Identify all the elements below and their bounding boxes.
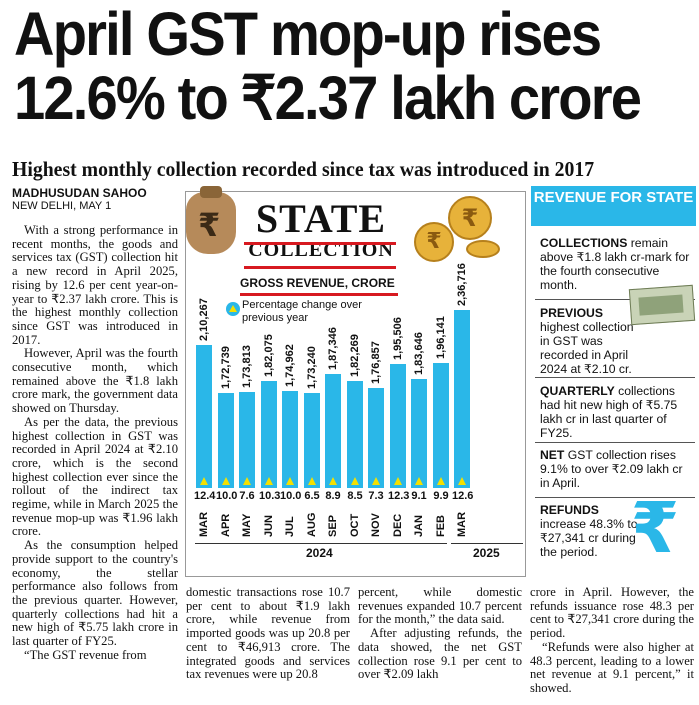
year-rule (451, 543, 523, 544)
article-bottom-columns: domestic transactions rose 10.7 per cent… (186, 585, 696, 704)
money-bag-icon: ₹ (186, 186, 236, 254)
sidebar-title: REVENUE FOR STATE (531, 186, 696, 226)
article-paragraph: “Refunds were also higher at 48.3 percen… (530, 639, 694, 695)
chart-subtitle: COLLECTION (248, 239, 394, 261)
pct-change-marker (458, 477, 466, 485)
coin-icon (466, 240, 500, 258)
chart-bar (454, 310, 470, 488)
article-column: domestic transactions rose 10.7 per cent… (186, 585, 350, 682)
pct-change-marker (286, 477, 294, 485)
coin-icon: ₹ (414, 222, 454, 262)
pct-change-marker (308, 477, 316, 485)
chart-bar (218, 393, 234, 488)
pct-change-label: 7.6 (239, 490, 255, 502)
article-paragraph: “The GST revenue from (24, 647, 147, 662)
chart-title: STATE (255, 196, 387, 241)
pct-change-marker (329, 477, 337, 485)
dateline: NEW DELHI, MAY 1 (12, 200, 112, 212)
article-paragraph: After adjusting refunds, the data showed… (358, 626, 522, 682)
sidebar-divider (535, 497, 695, 498)
chart-bar (368, 388, 384, 488)
chart-subtitle-rule (244, 266, 396, 269)
article-paragraph: As per the data, the previous highest co… (12, 414, 178, 539)
year-label: 2025 (473, 546, 500, 560)
article-column: crore in April. However, the refunds iss… (530, 585, 694, 696)
chart-bar (347, 381, 363, 488)
pct-change-label: 12.4 (194, 490, 216, 502)
chart-bar (196, 345, 212, 488)
sidebar-item: QUARTERLY collections had hit new high o… (540, 384, 678, 440)
pct-change-label: 6.5 (304, 490, 320, 502)
headline-line-1: April GST mop-up rises (14, 0, 602, 68)
rupee-icon: ₹ (630, 487, 680, 569)
pct-change-label: 10.0 (216, 490, 238, 502)
chart-bar (433, 363, 449, 488)
pct-change-marker (437, 477, 445, 485)
sidebar: REVENUE FOR STATE COLLECTIONS remain abo… (531, 186, 696, 561)
sidebar-divider (535, 442, 695, 443)
chart-bar (390, 364, 406, 488)
legend-marker-icon (226, 302, 240, 316)
pct-change-marker (200, 477, 208, 485)
pct-change-label: 9.9 (433, 490, 449, 502)
pct-change-marker (372, 477, 380, 485)
article-column: percent, while domestic revenues expande… (358, 585, 522, 682)
chart-title-rule (244, 242, 396, 245)
pct-change-marker (222, 477, 230, 485)
article-paragraph: However, April was the fourth consecutiv… (12, 346, 178, 416)
article-paragraph: crore in April. However, the refunds iss… (530, 585, 694, 641)
article-paragraph: percent, while domestic revenues expande… (358, 585, 522, 627)
pct-change-label: 10.3 (259, 490, 281, 502)
year-rule (195, 543, 447, 544)
sidebar-item: NET GST collection rises 9.1% to over ₹2… (540, 448, 683, 490)
pct-change-label: 8.9 (325, 490, 341, 502)
pct-change-marker (415, 477, 423, 485)
chart-bar (282, 391, 298, 488)
legend-text: Percentage change over previous year (242, 299, 362, 324)
year-label: 2024 (306, 546, 333, 560)
pct-change-marker (265, 477, 273, 485)
pct-change-marker (394, 477, 402, 485)
sidebar-item: REFUNDS increase 48.3% to ₹27,341 cr dur… (540, 503, 638, 559)
chart-bar (261, 381, 277, 488)
pct-change-label: 12.3 (388, 490, 410, 502)
article-left-column: With a strong performance in recent mont… (12, 223, 178, 663)
article-paragraph: With a strong performance in recent mont… (12, 223, 178, 347)
subhead: Highest monthly collection recorded sinc… (12, 157, 595, 181)
chart-bar (304, 393, 320, 488)
headline: April GST mop-up rises 12.6% to ₹2.37 la… (14, 0, 642, 132)
byline: MADHUSUDAN SAHOO (12, 186, 147, 200)
sidebar-divider (535, 377, 695, 378)
pct-change-label: 12.6 (452, 490, 474, 502)
pct-change-label: 10.0 (280, 490, 302, 502)
pct-change-label: 8.5 (347, 490, 363, 502)
pct-change-label: 9.1 (411, 490, 427, 502)
sidebar-item: PREVIOUS highest collection in GST was r… (540, 306, 634, 376)
chart-axis-label: GROSS REVENUE, CRORE (240, 276, 395, 290)
currency-notes-icon (628, 284, 696, 326)
article-paragraph: As the consumption helped provide suppor… (12, 538, 178, 649)
sidebar-divider (535, 299, 695, 300)
headline-line-2: 12.6% to ₹2.37 lakh crore (14, 64, 642, 132)
article-paragraph: domestic transactions rose 10.7 per cent… (186, 585, 350, 682)
pct-change-marker (243, 477, 251, 485)
chart-bar (411, 379, 427, 488)
chart-bar (239, 392, 255, 488)
axis-label-rule (240, 293, 398, 296)
coin-icon: ₹ (448, 196, 492, 240)
sidebar-item: COLLECTIONS remain above ₹1.8 lakh cr-ma… (540, 236, 690, 292)
chart-bar (325, 374, 341, 488)
pct-change-marker (351, 477, 359, 485)
pct-change-label: 7.3 (368, 490, 384, 502)
